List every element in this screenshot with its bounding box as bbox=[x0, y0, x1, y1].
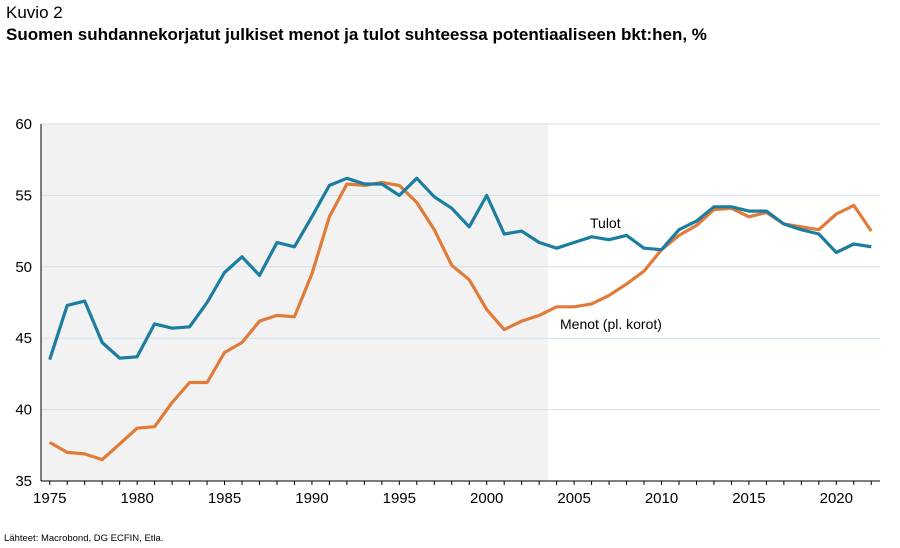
x-tick-labels: 1975 1980 1985 1990 1995 2000 2005 2010 2015 2020 bbox=[33, 490, 853, 507]
y-tick-label: 55 bbox=[15, 187, 32, 204]
x-tick-label: 2010 bbox=[645, 490, 678, 507]
x-tick-label: 1980 bbox=[120, 490, 153, 507]
y-tick-label: 40 bbox=[15, 402, 32, 419]
x-tick-label: 2020 bbox=[820, 490, 853, 507]
series-label-menot: Menot (pl. korot) bbox=[560, 316, 662, 332]
x-tick-label: 1985 bbox=[208, 490, 241, 507]
x-tick-label: 2015 bbox=[732, 490, 765, 507]
y-tick-label: 50 bbox=[15, 259, 32, 276]
shaded-region bbox=[41, 124, 548, 481]
series-label-tulot: Tulot bbox=[590, 215, 621, 231]
y-tick-label: 35 bbox=[15, 473, 32, 490]
source-note: Lähteet: Macrobond, DG ECFIN, Etla. bbox=[4, 533, 164, 544]
figure-label: Kuvio 2 bbox=[6, 3, 63, 22]
series-line-tulot bbox=[48, 176, 872, 361]
gridlines bbox=[41, 123, 880, 411]
chart-title: Suomen suhdannekorjatut julkiset menot j… bbox=[6, 25, 707, 44]
x-tick-label: 1995 bbox=[383, 490, 416, 507]
x-tick-marks bbox=[49, 481, 872, 485]
x-tick-label: 2005 bbox=[557, 490, 590, 507]
x-tick-label: 1990 bbox=[295, 490, 328, 507]
y-tick-labels: 35 40 45 50 55 60 bbox=[15, 116, 32, 490]
x-tick-label: 2000 bbox=[470, 490, 503, 507]
y-tick-label: 60 bbox=[15, 116, 32, 133]
x-tick-label: 1975 bbox=[33, 490, 66, 507]
series-line-menot bbox=[48, 180, 873, 462]
y-tick-label: 45 bbox=[15, 330, 32, 347]
